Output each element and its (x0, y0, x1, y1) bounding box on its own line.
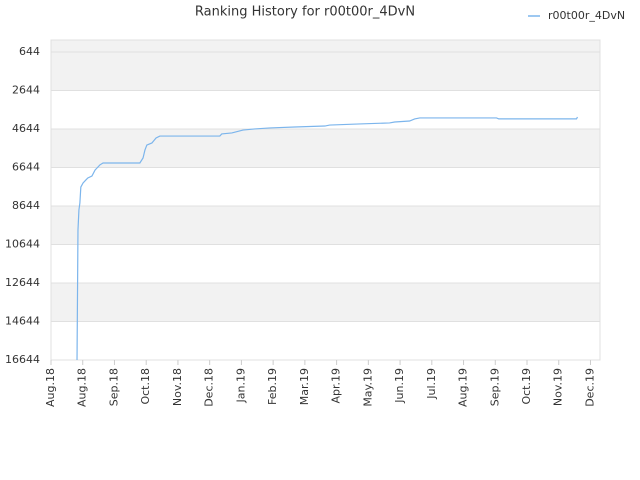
x-tick-label: Apr.19 (330, 368, 343, 404)
x-tick-label: Nov.19 (552, 368, 565, 406)
x-tick-label: Mar.19 (298, 368, 311, 405)
x-tick-label: Feb.19 (266, 368, 279, 405)
chart-title: Ranking History for r00t00r_4DvN (195, 5, 415, 20)
grid-band (51, 205, 600, 245)
x-tick-label: Sep.18 (107, 368, 120, 406)
grid-band (51, 40, 600, 52)
legend-label: r00t00r_4DvN (548, 9, 625, 22)
y-tick-label: 4644 (12, 122, 40, 135)
x-tick-label: Sep.19 (488, 368, 501, 406)
y-tick-label: 16644 (5, 353, 40, 366)
x-tick-label: Dec.18 (203, 368, 216, 407)
y-tick-label: 12644 (5, 276, 40, 289)
grid-band (51, 128, 600, 168)
series-line (76, 116, 579, 361)
grid-band (51, 51, 600, 91)
x-tick-label: Jun.19 (393, 368, 406, 404)
x-tick-label: May.19 (361, 368, 374, 407)
grid-band (51, 282, 600, 322)
plot-border (50, 39, 601, 361)
y-tick-label: 6644 (12, 160, 40, 173)
x-tick-label: Jul.19 (425, 368, 438, 400)
x-tick-label: Aug.19 (457, 368, 470, 407)
y-tick-label: 10644 (5, 237, 40, 250)
y-tick-label: 644 (19, 45, 40, 58)
y-tick-label: 2644 (12, 83, 40, 96)
x-tick-label: Nov.18 (171, 368, 184, 406)
x-tick-label: Dec.19 (583, 368, 596, 407)
x-tick-label: Aug.18 (76, 368, 89, 407)
y-tick-label: 14644 (5, 314, 40, 327)
x-tick-label: Jan.19 (234, 368, 247, 403)
x-tick-label: Aug.18 (44, 368, 57, 407)
x-tick-label: Oct.19 (520, 368, 533, 405)
y-tick-label: 8644 (12, 199, 40, 212)
x-tick-label: Oct.18 (139, 368, 152, 405)
